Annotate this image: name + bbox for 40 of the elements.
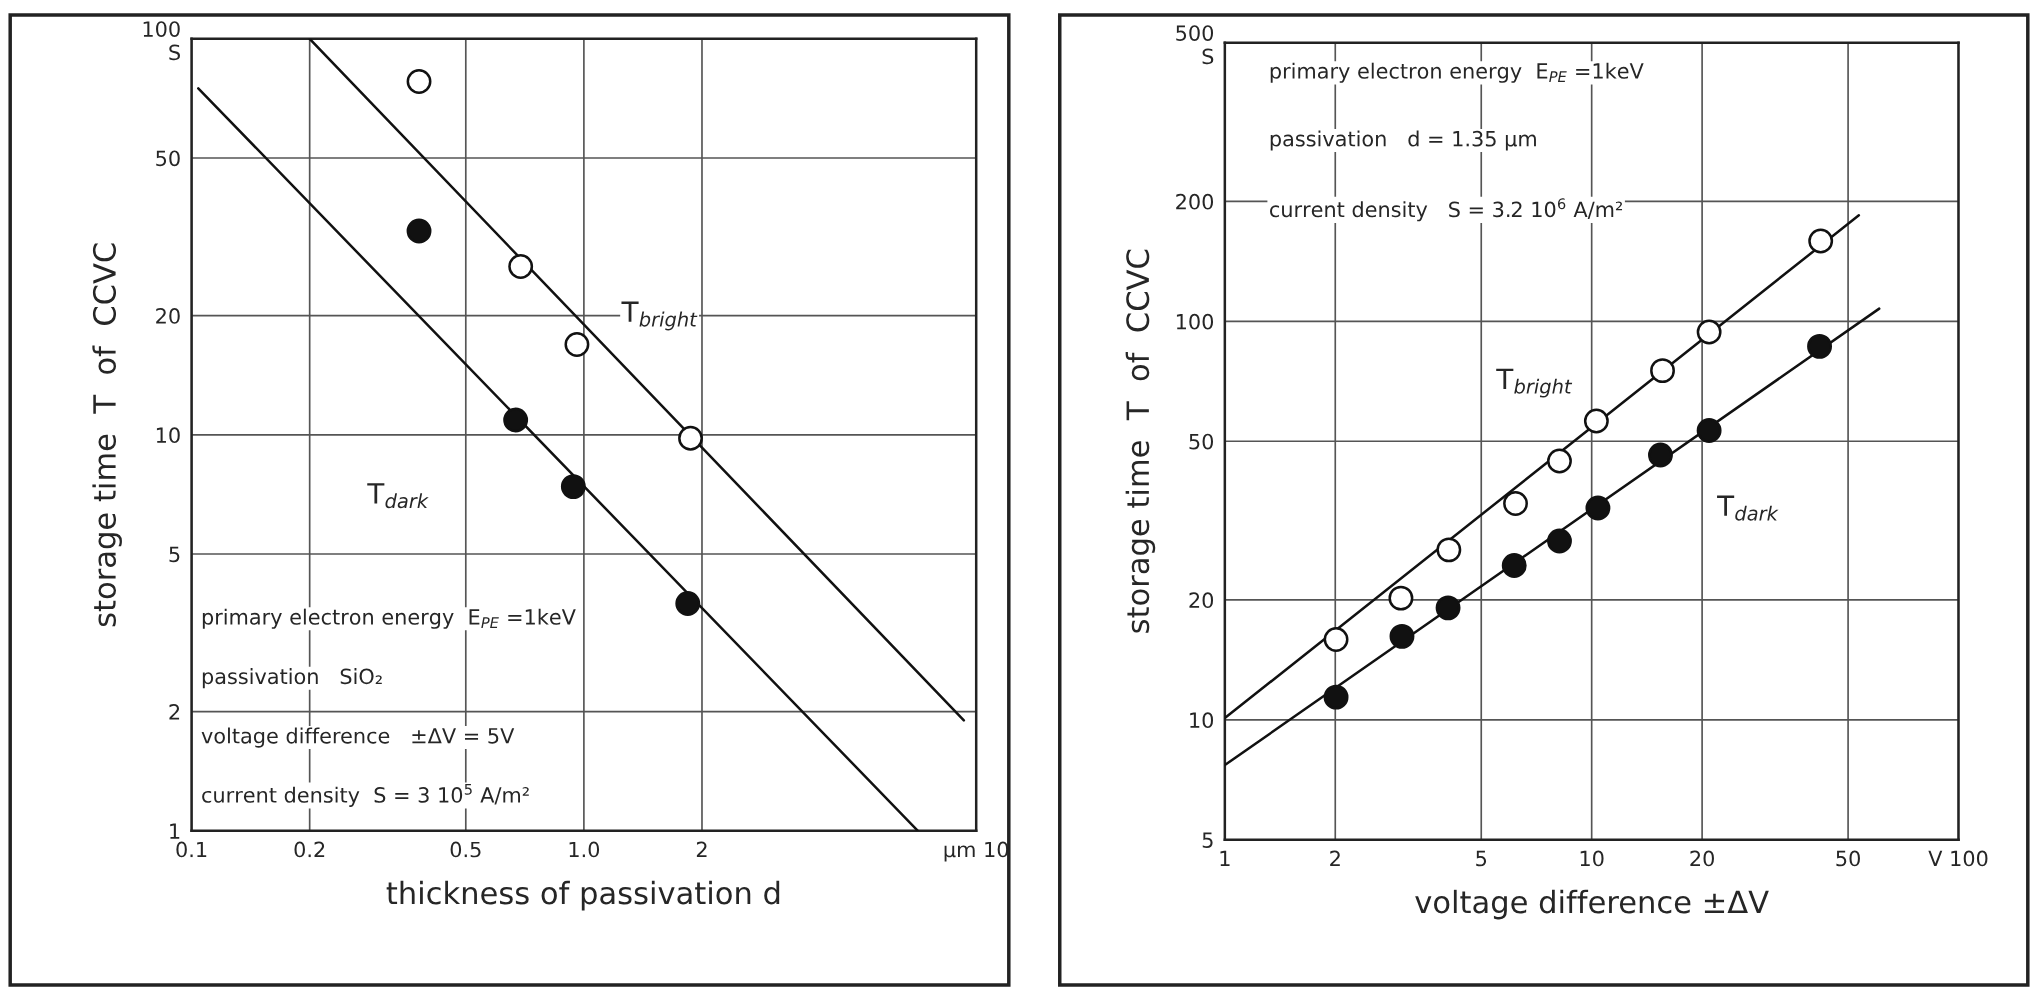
annotation: passivation SiO₂: [202, 668, 382, 689]
annotation: passivation d = 1.35 µm: [1270, 130, 1536, 151]
y-axis-title: storage time T of CCVC: [92, 243, 122, 627]
x-tick-label: 1: [1220, 850, 1230, 867]
y-tick-label: 10: [1190, 712, 1214, 729]
y-tick-label: 20: [1189, 592, 1214, 609]
y-tick-label: 200: [1176, 193, 1214, 210]
x-tick-label: 50: [1836, 850, 1860, 867]
x-tick-label: 0.5: [450, 841, 481, 858]
x-tick-label: 20: [1690, 850, 1714, 867]
y-tick-label: 2: [169, 704, 180, 720]
annotation: T$_{bright}$: [1496, 368, 1573, 398]
annotation: primary electron energy E$_{PE}$ =1keV: [202, 608, 576, 629]
x-tick-label: 2: [1330, 850, 1340, 867]
annotation: current density S = 3.2 10$^{6}$ A/m²: [1270, 198, 1623, 222]
x-tick-label: 0.1: [176, 841, 207, 858]
y-axis-title: storage time T of CCVC: [1125, 249, 1156, 633]
annotation: voltage difference ±ΔV = 5V: [201, 727, 515, 748]
x-axis-title: thickness of passivation d: [386, 880, 780, 911]
y-tick-label: 5: [169, 546, 180, 563]
y-tick-label: 100 S: [143, 21, 180, 61]
x-tick-label: 0.2: [294, 841, 325, 858]
x-axis-title: voltage difference ±ΔV: [1415, 889, 1769, 920]
annotation: T$_{dark}$: [367, 483, 429, 509]
annotation: current density S = 3 10$^{5}$ A/m²: [202, 783, 529, 807]
x-tick-label: 10: [1580, 850, 1604, 867]
y-tick-label: 50: [1189, 433, 1214, 450]
x-tick-label: V 100: [1928, 850, 1988, 867]
annotation: T$_{dark}$: [1717, 495, 1779, 521]
x-tick-label: 1.0: [569, 841, 600, 858]
y-tick-label: 20: [156, 308, 180, 324]
y-tick-label: 10: [156, 427, 180, 444]
annotation: primary electron energy E$_{PE}$ =1keV: [1270, 62, 1644, 83]
x-tick-label: 5: [1476, 850, 1487, 867]
x-tick-label: 2: [696, 841, 707, 858]
y-tick-label: 100: [1176, 313, 1214, 330]
y-tick-label: 1: [170, 823, 180, 839]
annotation: T$_{bright}$: [621, 301, 698, 331]
y-tick-label: 500 S: [1176, 25, 1214, 65]
y-tick-label: 50: [156, 150, 180, 167]
